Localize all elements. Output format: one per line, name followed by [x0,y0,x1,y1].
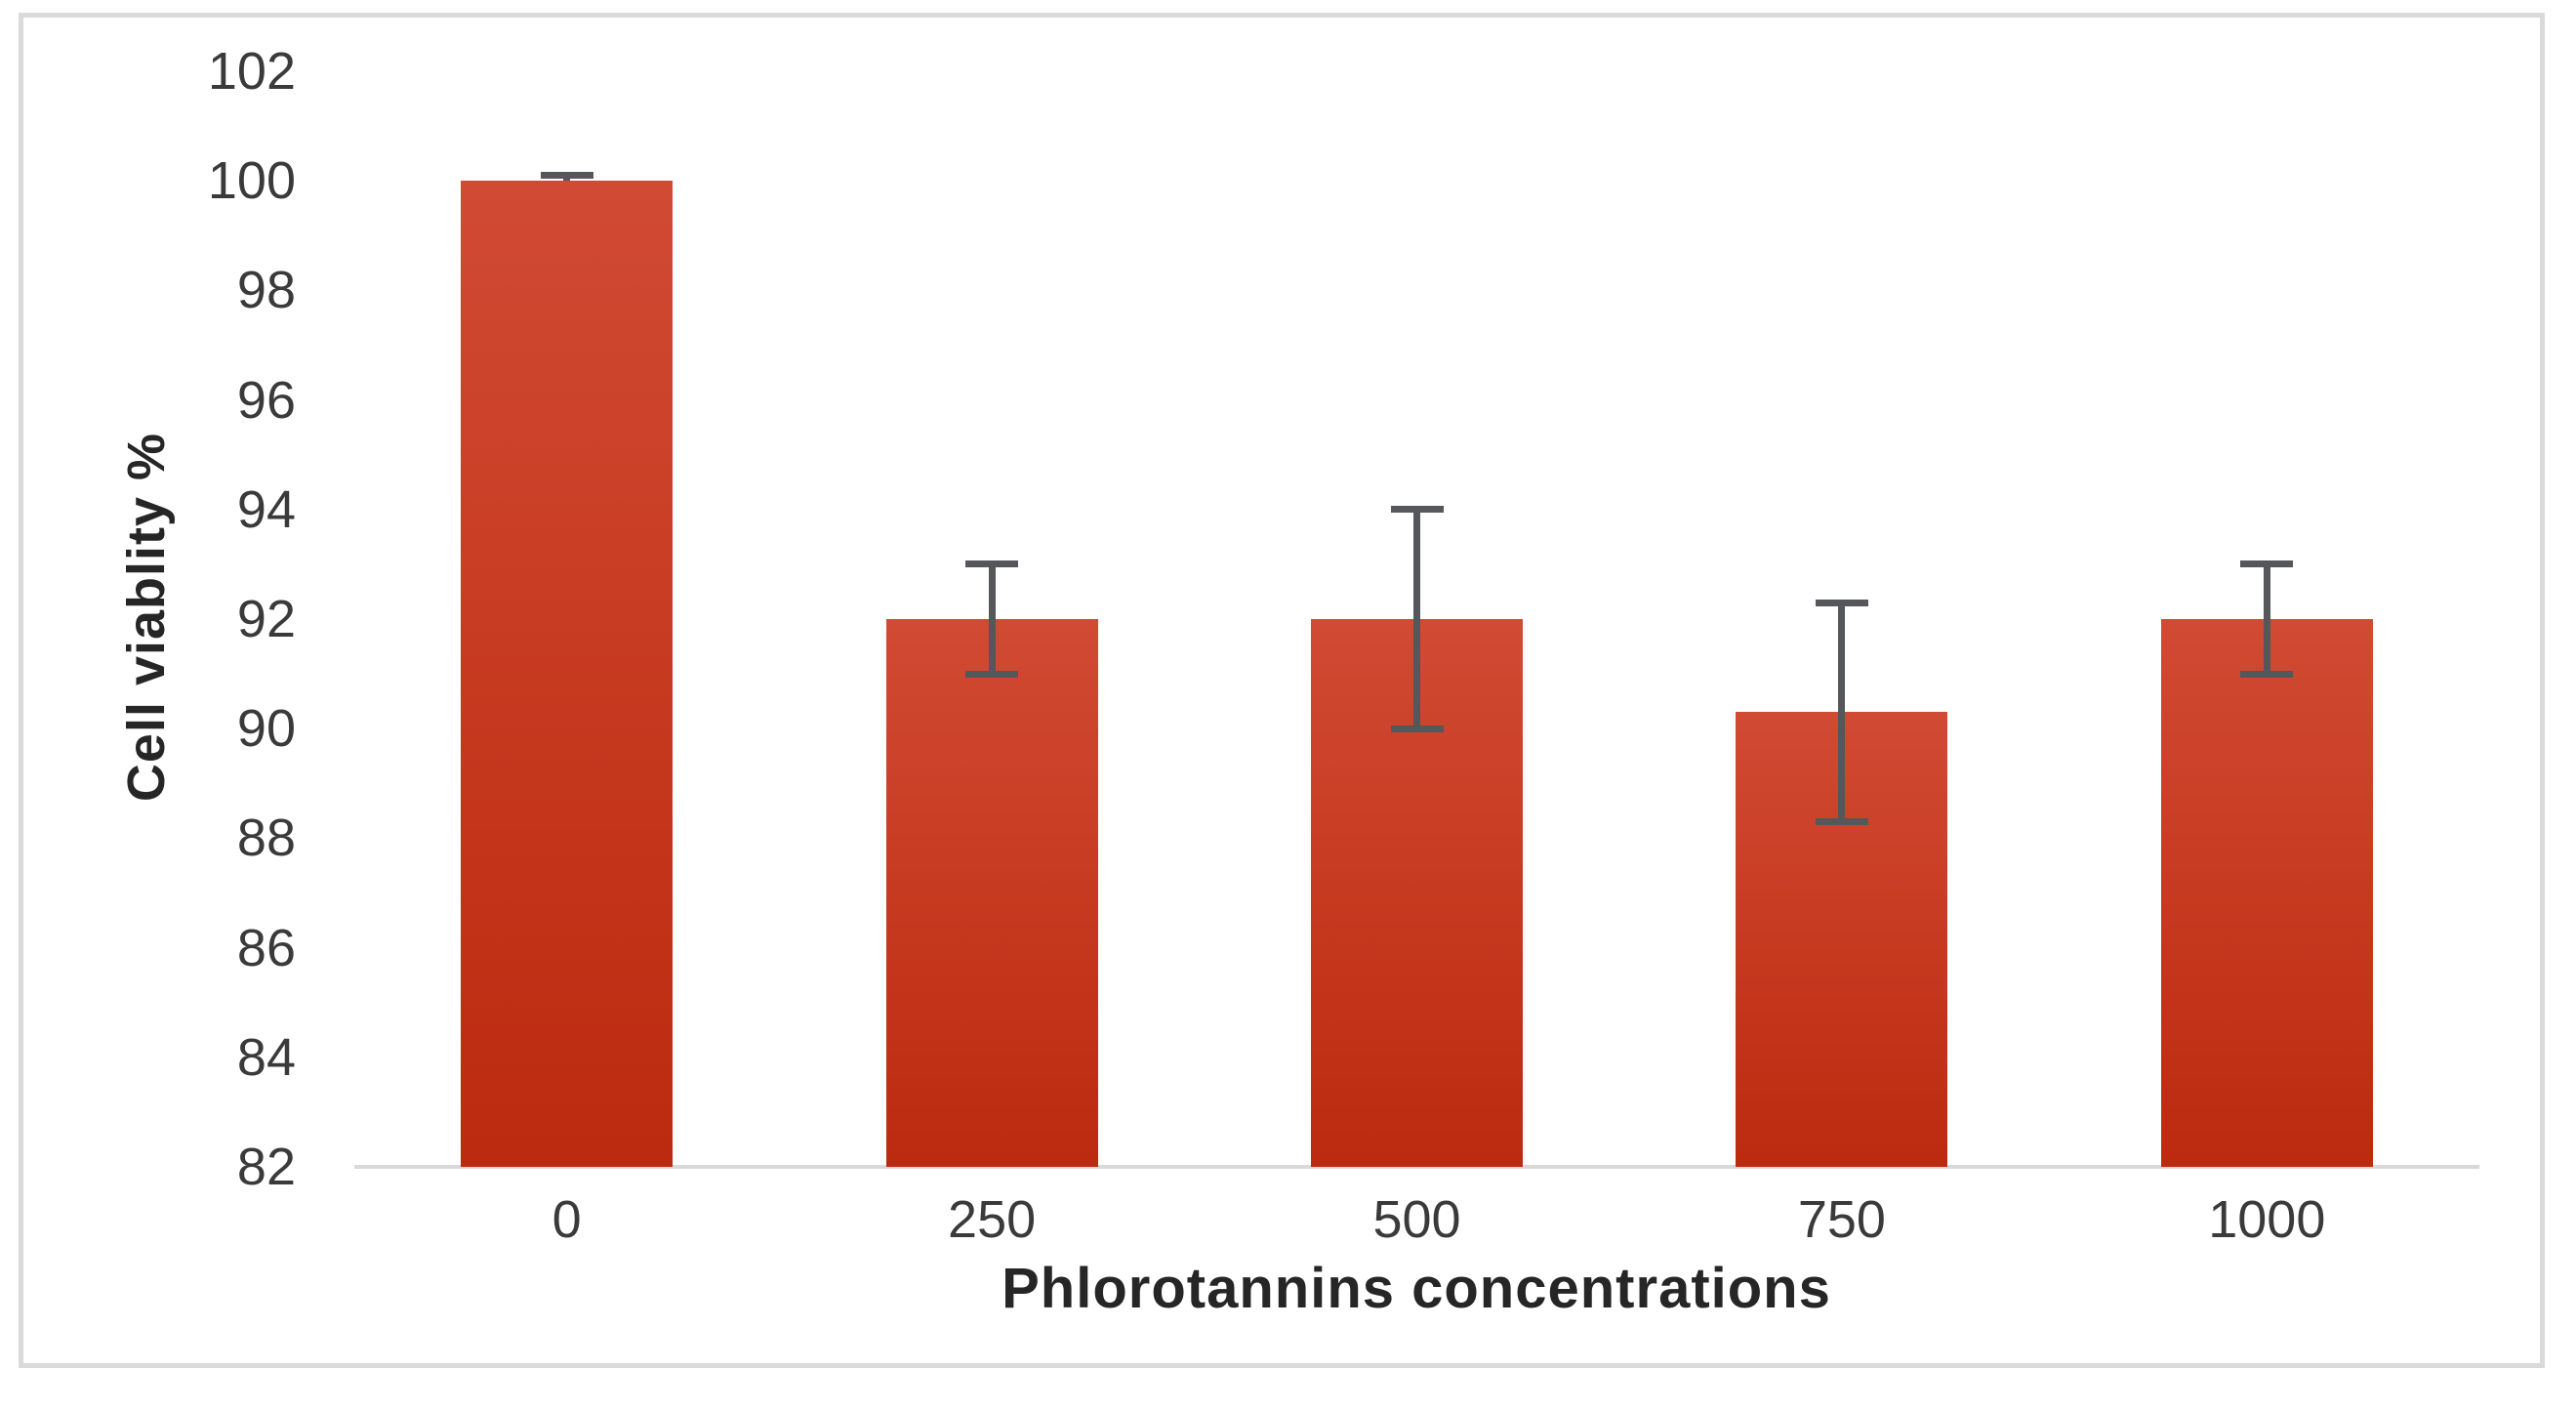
y-tick-label: 90 [236,699,296,759]
error-bar-line [1413,509,1420,729]
x-axis-line [354,1165,2479,1169]
y-tick-label: 100 [207,151,296,211]
x-tick-label: 1000 [2208,1190,2326,1249]
error-bar-bottom-cap [2240,670,2294,678]
y-tick-label: 102 [207,42,296,101]
y-tick-label: 92 [236,590,296,648]
x-tick-label: 0 [552,1190,582,1249]
chart-border-frame [19,13,2545,1368]
y-tick-label: 84 [236,1027,296,1087]
x-tick-label: 250 [948,1190,1037,1249]
y-tick-label: 98 [236,261,296,320]
error-bar-top-cap [1390,506,1444,514]
y-tick-label: 96 [236,370,296,430]
x-tick-label: 500 [1372,1190,1461,1249]
error-bar-bottom-cap [965,670,1019,678]
bar [461,181,674,1167]
x-tick-label: 750 [1797,1190,1886,1249]
error-bar-bottom-cap [1390,725,1444,732]
error-bar-line [988,563,996,675]
x-axis-title: Phlorotannins concentrations [1002,1257,1831,1320]
y-tick-label: 82 [236,1138,296,1196]
error-bar-line [2263,563,2270,675]
y-tick-label: 86 [236,918,296,977]
bar [2160,619,2373,1167]
y-tick-label: 94 [236,479,296,539]
error-bar-top-cap [540,172,593,180]
error-bar-line [1838,602,1846,822]
error-bar-bottom-cap [1815,818,1868,826]
y-tick-label: 88 [236,809,296,868]
error-bar-top-cap [1815,599,1868,606]
bar [885,619,1098,1167]
error-bar-top-cap [2240,560,2294,568]
error-bar-top-cap [965,560,1019,568]
